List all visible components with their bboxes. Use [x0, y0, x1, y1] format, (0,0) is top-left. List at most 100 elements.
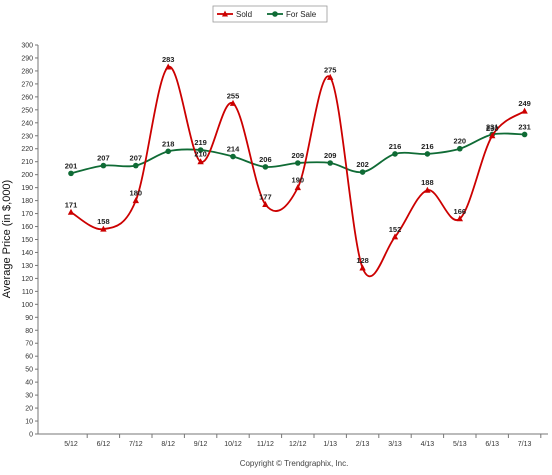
- y-tick-label: 210: [21, 159, 33, 166]
- for-sale-data-label: 216: [389, 142, 402, 151]
- y-tick-label: 0: [29, 432, 33, 439]
- sold-point: [262, 200, 269, 207]
- y-tick-label: 250: [21, 107, 33, 114]
- sold-point: [521, 107, 528, 114]
- sold-point: [391, 233, 399, 240]
- x-tick-label: 9/12: [194, 441, 208, 448]
- y-tick-label: 30: [25, 393, 33, 400]
- sold-point: [489, 132, 496, 139]
- x-tick-label: 6/12: [97, 441, 111, 448]
- x-tick-label: 5/12: [64, 441, 78, 448]
- y-tick-label: 120: [21, 276, 33, 283]
- sold-series-line: [70, 66, 526, 278]
- sold-point: [294, 184, 301, 191]
- for-sale-data-label: 202: [356, 160, 369, 169]
- sold-point: [100, 225, 107, 232]
- sold-point: [67, 208, 75, 215]
- sold-data-label: 152: [389, 225, 402, 234]
- y-tick-label: 160: [21, 224, 33, 231]
- y-tick-label: 270: [21, 81, 33, 88]
- y-tick-label: 10: [25, 419, 33, 426]
- for-sale-data-label: 209: [324, 151, 337, 160]
- for-sale-data-label: 201: [65, 161, 78, 170]
- y-tick-label: 180: [21, 198, 33, 205]
- sold-point: [456, 215, 463, 222]
- sold-point: [197, 158, 204, 165]
- sold-data-label: 188: [421, 178, 434, 187]
- sold-data-label: 128: [356, 256, 369, 265]
- y-tick-label: 110: [22, 289, 33, 296]
- y-tick-label: 150: [21, 237, 33, 244]
- copyright-text: Copyright © Trendgraphix, Inc.: [240, 459, 349, 468]
- sold-data-label: 180: [130, 189, 143, 198]
- for-sale-data-label: 231: [486, 122, 499, 131]
- for-sale-data-label: 231: [518, 122, 531, 131]
- for-sale-point: [165, 148, 171, 155]
- sold-point: [424, 186, 431, 193]
- for-sale-data-label: 218: [162, 139, 175, 148]
- y-tick-label: 100: [21, 302, 33, 309]
- x-tick-label: 5/13: [453, 441, 467, 448]
- y-tick-label: 170: [21, 211, 33, 218]
- for-sale-point: [521, 131, 528, 138]
- sold-point: [327, 73, 334, 80]
- for-sale-point: [100, 162, 107, 169]
- sold-data-label: 158: [97, 217, 110, 226]
- x-tick-label: 12/12: [289, 441, 307, 448]
- sold-data-label: 190: [292, 176, 305, 185]
- x-tick-label: 4/13: [421, 441, 435, 448]
- y-tick-label: 70: [25, 341, 33, 348]
- y-tick-label: 190: [21, 185, 33, 192]
- y-tick-label: 20: [25, 406, 33, 413]
- x-tick-label: 3/13: [388, 441, 402, 448]
- sold-data-label: 210: [194, 150, 207, 159]
- y-tick-label: 280: [21, 68, 33, 75]
- for-sale-point: [295, 160, 301, 166]
- sold-point: [132, 197, 139, 204]
- y-tick-label: 240: [21, 120, 33, 127]
- x-tick-label: 7/13: [518, 441, 532, 448]
- y-tick-label: 80: [25, 328, 33, 335]
- y-tick-label: 50: [25, 367, 33, 374]
- for-sale-point: [457, 145, 463, 152]
- sold-data-label: 249: [518, 99, 531, 108]
- y-axis: 0 10 20 30 40 50 60 70 80 90 100 110 120 130 140 150 160…: [21, 43, 38, 439]
- for-sale-data-label: 207: [97, 154, 110, 163]
- x-tick-label: 6/13: [485, 441, 499, 448]
- for-sale-data-label: 216: [421, 142, 434, 151]
- for-sale-point: [327, 160, 334, 166]
- x-tick-label: 2/13: [356, 441, 370, 448]
- for-sale-data-label: 214: [227, 145, 240, 154]
- y-tick-label: 290: [21, 55, 33, 62]
- sold-point: [165, 63, 172, 70]
- y-tick-label: 300: [21, 43, 33, 50]
- x-tick-label: 7/12: [129, 441, 143, 448]
- legend-for-sale-label: For Sale: [286, 10, 317, 19]
- x-axis: 5/12 6/12 7/12 8/12 9/12 10/12 11/12 12/12 1/13 2…: [64, 434, 542, 448]
- for-sale-point: [68, 170, 74, 177]
- for-sale-data-label: 209: [292, 151, 305, 160]
- sold-data-label: 230: [486, 124, 499, 133]
- for-sale-point: [230, 153, 236, 160]
- legend: Sold For Sale: [212, 5, 328, 23]
- y-tick-label: 130: [21, 263, 33, 270]
- legend-sold-label: Sold: [236, 10, 252, 19]
- for-sale-data-label: 220: [454, 137, 467, 146]
- y-tick-label: 140: [21, 250, 33, 257]
- plot-area: 201 207 207 218 219 214 206 209 209 202 216 216 220 2…: [65, 55, 531, 278]
- x-tick-label: 8/12: [161, 441, 175, 448]
- for-sale-point: [359, 169, 366, 175]
- legend-sold-marker: [222, 10, 228, 17]
- y-tick-label: 230: [21, 133, 33, 140]
- y-tick-label: 60: [25, 354, 33, 361]
- for-sale-data-label: 206: [259, 155, 272, 164]
- sold-point: [359, 264, 366, 271]
- for-sale-point: [262, 164, 269, 170]
- for-sale-point: [197, 147, 204, 153]
- sold-data-label: 171: [65, 200, 78, 209]
- x-tick-label: 1/13: [323, 441, 337, 448]
- y-tick-label: 220: [21, 146, 33, 153]
- y-tick-label: 40: [25, 380, 33, 387]
- y-tick-label: 90: [25, 315, 33, 322]
